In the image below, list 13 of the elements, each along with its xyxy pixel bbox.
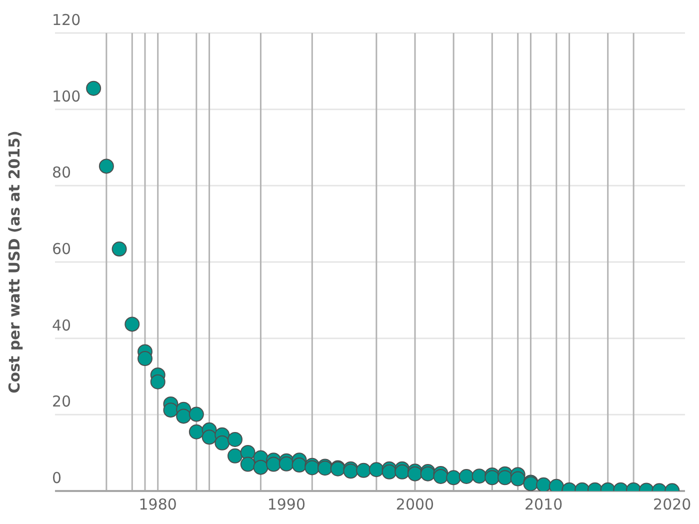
x-tick-label: 2010 (524, 496, 563, 514)
y-tick-label: 0 (52, 469, 62, 487)
y-tick-label: 80 (52, 164, 72, 182)
x-tick-label: 1990 (267, 496, 306, 514)
x-tick-label: 1980 (138, 496, 177, 514)
x-tick-label: 2020 (653, 496, 692, 514)
x-tick-label: 2000 (396, 496, 434, 514)
y-tick-label: 120 (52, 11, 81, 29)
y-tick-label: 20 (52, 392, 72, 411)
y-tick-label: 40 (52, 316, 72, 334)
y-axis-title: Cost per watt USD (as at 2015) (5, 130, 24, 394)
y-tick-label: 100 (52, 87, 81, 106)
y-tick-label: 60 (52, 240, 72, 258)
